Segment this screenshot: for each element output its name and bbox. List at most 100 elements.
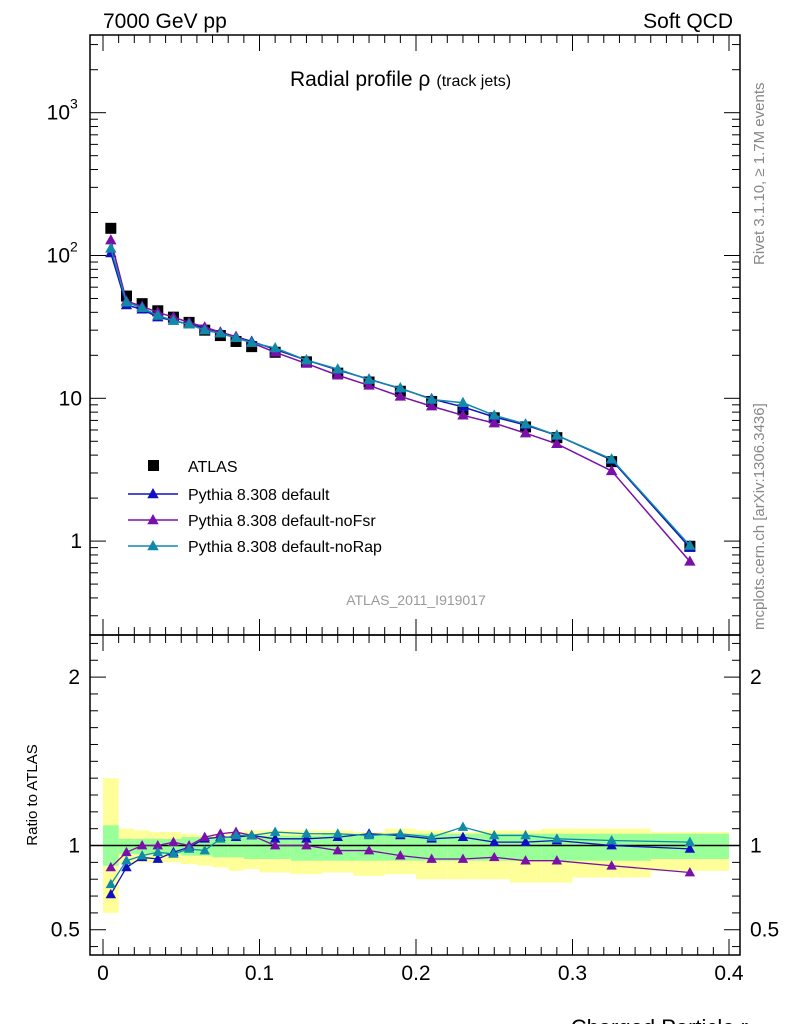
ratio-point: [520, 855, 531, 865]
ratio-point: [152, 846, 163, 857]
ratio-y-tick-label: 0.5: [51, 919, 80, 942]
ratio-line: [110, 833, 690, 895]
ratio-point: [105, 861, 117, 872]
band-inner: [228, 837, 244, 858]
ratio-point: [301, 833, 312, 843]
data-point: [488, 409, 500, 420]
ratio-point: [199, 845, 210, 855]
ratio-point: [105, 888, 117, 899]
x-tick-label: 0: [97, 962, 109, 985]
ratio-point: [395, 850, 406, 860]
ratio-point: [246, 829, 257, 840]
energy-label: 7000 GeV pp: [103, 10, 227, 33]
x-tick-label: 0.4: [714, 962, 744, 985]
series-line: [110, 248, 691, 547]
data-point: [519, 418, 532, 429]
ratio-frame: [89, 634, 741, 956]
ratio-point: [121, 855, 132, 865]
data-point: [245, 336, 258, 347]
x-axis-label: Charged Particle r: [571, 1015, 748, 1024]
x-tick-label: 0.2: [401, 962, 430, 985]
ratio-series-pythia-8-308-default-norap: [105, 821, 696, 889]
ratio-point: [301, 840, 312, 850]
legend-marker: [147, 514, 159, 525]
data-point: [605, 453, 618, 464]
ratio-point: [684, 843, 696, 853]
data-point: [120, 296, 133, 307]
ratio-line: [110, 826, 690, 885]
ratio-point: [606, 834, 617, 845]
data-point: [519, 427, 532, 438]
legend-label: Pythia 8.308 default-noRap: [188, 539, 382, 556]
y-tick-label: 1: [70, 530, 82, 553]
ratio-point: [395, 828, 406, 838]
data-point: [230, 331, 242, 343]
ratio-panel: 0.5 0.5 1 1 2 2 0 0.1 0.2 0.3 0.4 Ratio to ATLAS C…: [24, 634, 779, 1024]
data-point: [363, 379, 375, 390]
data-point: [105, 222, 117, 234]
ratio-point: [684, 836, 696, 847]
ratio-point: [230, 829, 242, 840]
legend-item-pythia-8-308-default: Pythia 8.308 default: [128, 487, 330, 504]
ratio-point: [168, 836, 179, 847]
legend-label: ATLAS: [188, 459, 238, 476]
data-point: [152, 309, 164, 320]
data-point: [214, 327, 227, 338]
ratio-y-tick-label-right: 1: [750, 835, 762, 858]
ratio-point: [426, 853, 437, 863]
ratio-point: [520, 836, 531, 847]
ratio-point: [215, 828, 226, 838]
ratio-y-tick-label: 2: [68, 666, 80, 689]
data-point: [551, 429, 563, 440]
data-point: [105, 242, 117, 253]
ratio-point: [551, 833, 563, 843]
data-point: [394, 382, 407, 393]
ratio-point: [199, 831, 210, 841]
ratio-point: [215, 833, 226, 843]
ratio-point: [457, 821, 469, 831]
main-data-layer: [105, 222, 696, 566]
y-tick-label: 10: [47, 244, 70, 267]
data-point: [363, 373, 375, 384]
chart-title: Radial profile ρ (track jets): [290, 68, 511, 91]
series-pythia-8-308-default-norap: [105, 242, 696, 550]
data-point: [394, 390, 407, 401]
ratio-y-tick-label: 1: [68, 835, 80, 858]
legend: ATLAS Pythia 8.308 default Pythia 8.308 de…: [128, 459, 382, 556]
y-tick-exponent: 2: [70, 238, 78, 254]
legend-item-pythia-8-308-default-nofsr: Pythia 8.308 default-noFsr: [128, 513, 376, 530]
ratio-line: [110, 831, 690, 874]
ratio-axes: 0.5 0.5 1 1 2 2 0 0.1 0.2 0.3 0.4: [51, 635, 779, 985]
ratio-point: [269, 826, 281, 836]
ratio-point: [301, 828, 312, 838]
data-point: [605, 464, 618, 476]
ratio-point: [269, 840, 281, 850]
ratio-point: [520, 829, 531, 840]
legend-label: Pythia 8.308 default-noFsr: [188, 513, 376, 530]
data-point: [199, 324, 211, 335]
ratio-point: [152, 840, 163, 850]
ratio-point: [332, 828, 343, 838]
ratio-point: [551, 855, 563, 865]
ratio-point: [684, 866, 696, 877]
data-point: [457, 409, 469, 420]
ratio-point: [168, 848, 179, 858]
x-tick-label: 0.1: [245, 962, 274, 985]
ratio-point: [269, 833, 281, 843]
data-point: [551, 437, 563, 449]
data-point: [300, 354, 313, 365]
data-point: [183, 318, 195, 329]
ratio-point: [152, 853, 163, 863]
ratio-point: [121, 861, 132, 872]
ratio-data-layer: [105, 821, 696, 899]
legend-item-pythia-8-308-default-norap: Pythia 8.308 default-noRap: [128, 539, 382, 556]
ratio-point: [136, 850, 148, 860]
ratio-point: [332, 845, 343, 855]
rivet-label: Rivet 3.1.10, ≥ 1.7M events: [751, 83, 768, 266]
y-tick-exponent: 3: [70, 96, 78, 112]
data-point: [684, 555, 696, 566]
legend-marker: [148, 460, 159, 471]
data-point: [425, 400, 438, 411]
